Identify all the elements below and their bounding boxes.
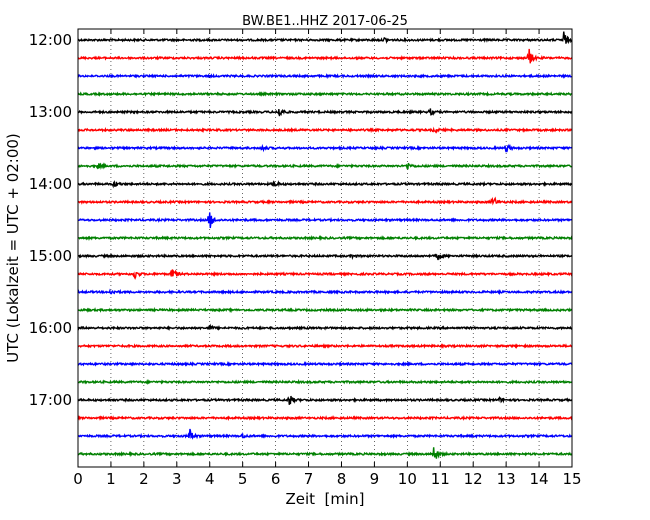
x-tick-label: 5	[238, 470, 248, 488]
trace-1645	[77, 378, 573, 386]
x-tick-label: 15	[562, 470, 581, 488]
trace-1400	[77, 180, 573, 189]
axis-ticks: 0 1 2 3 4 5 6 7 8 9 10 11 12 13 14 1512:0013:0014:0015:…	[29, 29, 582, 488]
x-tick-label: 0	[73, 470, 83, 488]
trace-group	[77, 31, 573, 459]
y-tick-label: 17:00	[29, 391, 72, 409]
trace-1445	[77, 234, 573, 242]
y-tick-label: 15:00	[29, 247, 72, 265]
x-tick-label: 11	[431, 470, 450, 488]
trace-1615	[77, 343, 573, 350]
x-tick-label: 13	[497, 470, 516, 488]
trace-1345	[77, 162, 573, 170]
y-axis-label: UTC (Lokalzeit = UTC + 02:00)	[4, 133, 22, 363]
x-tick-label: 2	[139, 470, 149, 488]
trace-1715	[77, 414, 573, 421]
trace-1315	[77, 126, 573, 134]
y-tick-label: 12:00	[29, 31, 72, 49]
trace-1245	[77, 90, 573, 97]
x-tick-label: 6	[271, 470, 281, 488]
y-tick-label: 16:00	[29, 319, 72, 337]
plot-frame	[77, 28, 573, 468]
x-tick-label: 10	[398, 470, 417, 488]
x-tick-label: 12	[464, 470, 483, 488]
y-tick-label: 13:00	[29, 103, 72, 121]
y-tick-label: 14:00	[29, 175, 72, 193]
trace-1330	[77, 143, 573, 153]
trace-1700	[77, 395, 573, 405]
trace-1300	[77, 108, 573, 117]
trace-1430	[77, 212, 573, 229]
trace-1545	[77, 306, 573, 314]
x-axis-label: Zeit [min]	[285, 490, 364, 508]
trace-1530	[77, 288, 573, 296]
trace-1515	[77, 269, 573, 280]
chart-title: BW.BE1..HHZ 2017-06-25	[242, 14, 408, 29]
x-tick-label: 7	[304, 470, 314, 488]
x-tick-label: 1	[106, 470, 116, 488]
x-tick-label: 4	[205, 470, 215, 488]
trace-1600	[77, 323, 573, 332]
x-tick-label: 14	[530, 470, 549, 488]
trace-1200	[77, 31, 573, 45]
x-tick-label: 3	[172, 470, 182, 488]
trace-1415	[77, 196, 573, 206]
trace-1230	[77, 73, 573, 80]
x-tick-label: 8	[337, 470, 347, 488]
trace-1730	[77, 428, 573, 440]
x-tick-label: 9	[370, 470, 380, 488]
trace-1215	[77, 48, 573, 64]
trace-1500	[77, 253, 573, 261]
trace-1630	[77, 360, 573, 367]
trace-1745	[77, 447, 573, 459]
